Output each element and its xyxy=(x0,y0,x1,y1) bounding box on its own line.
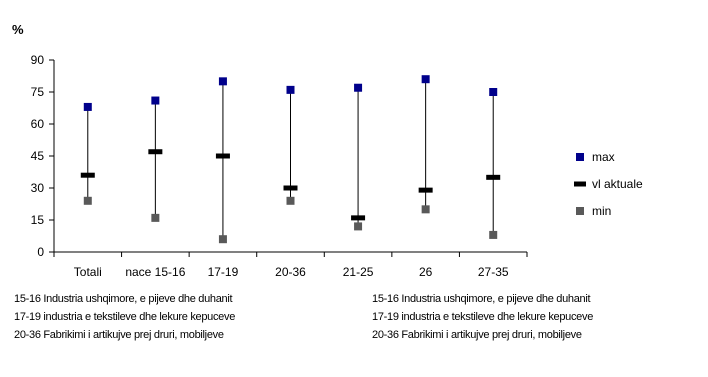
x-tick-label: nace 15-16 xyxy=(125,265,185,279)
marker-min xyxy=(151,213,160,222)
y-tick-label: 45 xyxy=(31,149,45,163)
x-tick-label: 17-19 xyxy=(208,265,239,279)
marker-vl-aktuale xyxy=(351,215,366,221)
marker-vl-aktuale xyxy=(215,153,230,159)
x-tick-labels: Totali nace 15-16 17-19 20-36 21-25 26 27-35 xyxy=(74,265,509,279)
notes-right-column: 15-16 Industria ushqimore, e pijeve dhe … xyxy=(372,290,593,344)
note-line: 15-16 Industria ushqimore, e pijeve dhe … xyxy=(14,293,233,305)
x-tick-label: Totali xyxy=(74,265,102,279)
legend-label: max xyxy=(592,150,615,164)
x-tick-label: 20-36 xyxy=(275,265,306,279)
marker-max xyxy=(354,83,363,92)
marker-min xyxy=(218,235,227,244)
marker-max xyxy=(286,85,295,94)
y-tick-labels: 0 15 30 45 60 75 90 xyxy=(31,53,45,259)
legend-marker xyxy=(576,153,584,161)
marker-vl-aktuale xyxy=(80,172,95,178)
legend-label: vl aktuale xyxy=(592,177,643,191)
marker-vl-aktuale xyxy=(418,187,433,193)
note-line: 15-16 Industria ushqimore, e pijeve dhe … xyxy=(372,293,591,305)
marker-min xyxy=(83,196,92,205)
note-line: 17-19 industria e tekstileve dhe lekure … xyxy=(14,311,236,323)
marker-min xyxy=(354,222,363,231)
x-tick-label: 21-25 xyxy=(343,265,374,279)
axes xyxy=(49,59,528,257)
marker-min xyxy=(489,230,498,239)
y-tick-label: 30 xyxy=(31,181,45,195)
y-tick-label: 60 xyxy=(31,117,45,131)
legend-marker xyxy=(576,207,584,215)
marker-vl-aktuale xyxy=(283,185,298,191)
marker-min xyxy=(421,205,430,214)
x-tick-label: 26 xyxy=(419,265,433,279)
x-tick-label: 27-35 xyxy=(478,265,509,279)
notes-left-column: 15-16 Industria ushqimore, e pijeve dhe … xyxy=(14,290,235,344)
y-tick-label: 90 xyxy=(31,53,45,67)
category-notes: 15-16 Industria ushqimore, e pijeve dhe … xyxy=(0,290,708,377)
y-axis-label: % xyxy=(12,22,24,37)
note-line: 20-36 Fabrikimi i artikujve prej druri, … xyxy=(14,329,224,341)
marker-min xyxy=(286,196,295,205)
y-tick-label: 75 xyxy=(31,85,45,99)
marker-vl-aktuale xyxy=(148,149,163,155)
note-line: 20-36 Fabrikimi i artikujve prej druri, … xyxy=(372,329,582,341)
legend-marker xyxy=(574,181,586,187)
note-line: 17-19 industria e tekstileve dhe lekure … xyxy=(372,311,594,323)
marker-max xyxy=(151,96,160,105)
marker-vl-aktuale xyxy=(486,174,501,180)
chart: % 0 15 30 45 60 75 90 Totali nace 15-16 17-19 20-… xyxy=(12,22,643,279)
marker-max xyxy=(489,88,498,96)
y-tick-label: 15 xyxy=(31,213,45,227)
legend-label: min xyxy=(592,204,611,218)
marker-max xyxy=(83,102,92,111)
marker-max xyxy=(218,77,227,86)
legend: max vl aktuale min xyxy=(574,150,643,218)
chart-marks xyxy=(80,75,501,244)
y-tick-label: 0 xyxy=(37,245,44,259)
marker-max xyxy=(421,75,430,84)
